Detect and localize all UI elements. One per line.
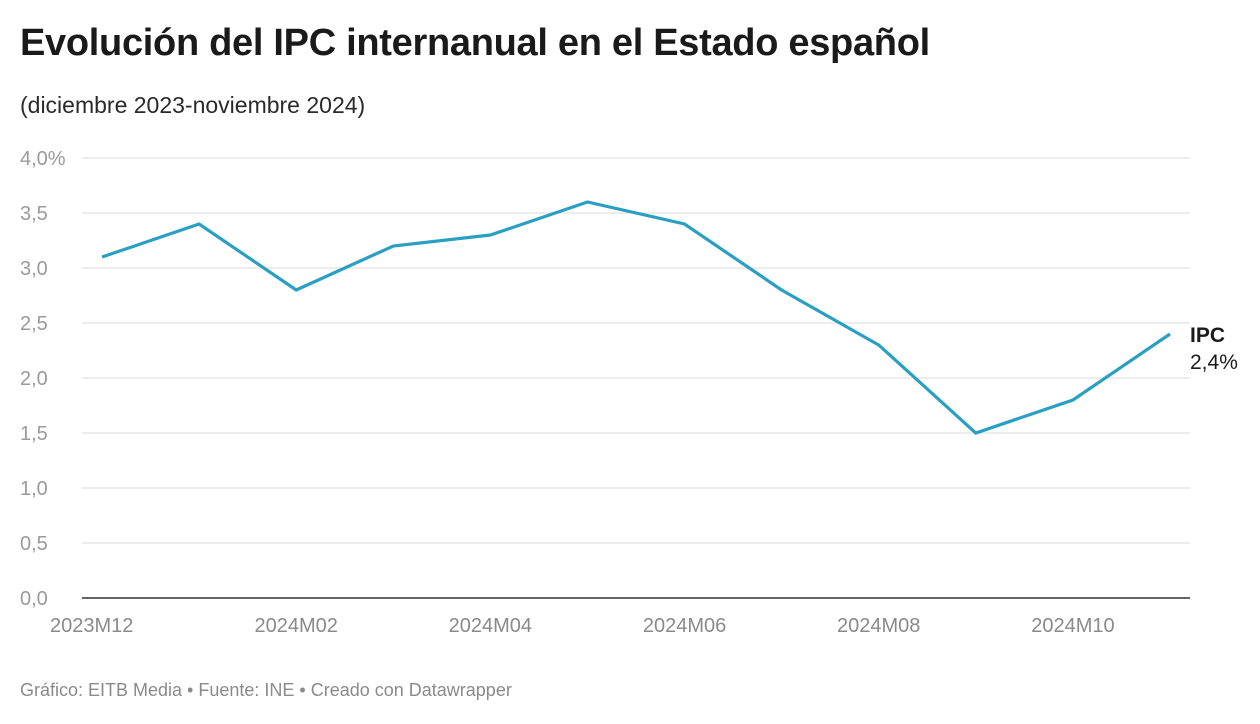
series-line-ipc [101,200,1171,435]
y-tick-labels: 0,0 0,5 1,0 1,5 2,0 2,5 3,0 3,5 4,0% [20,148,66,610]
x-tick-label: 2024M02 [254,615,337,637]
x-tick-label: 2024M08 [837,615,920,637]
y-tick-label: 0,0 [20,588,48,610]
gridlines [82,157,1190,544]
chart-title: Evolución del IPC internanual en el Esta… [20,22,930,64]
x-tick-label: 2024M04 [449,615,532,637]
y-tick-label: 3,5 [20,203,48,225]
y-tick-label: 2,5 [20,313,48,335]
y-tick-label: 1,0 [20,478,48,500]
series-end-value: 2,4% [1190,351,1238,374]
chart-footer: Gráfico: EITB Media • Fuente: INE • Crea… [20,680,512,700]
y-tick-label: 3,0 [20,258,48,280]
x-tick-label: 2024M10 [1031,615,1114,637]
y-tick-label: 0,5 [20,533,48,555]
x-tick-label: 2023M12 [50,615,133,637]
x-tick-labels: 2023M12 2024M02 2024M04 2024M06 2024M08 2024M… [50,615,1115,637]
y-tick-label: 2,0 [20,368,48,390]
chart-subtitle: (diciembre 2023-noviembre 2024) [20,92,366,118]
x-tick-label: 2024M06 [643,615,726,637]
y-tick-label: 4,0% [20,148,66,170]
series-end-label: IPC [1190,324,1225,347]
y-tick-label: 1,5 [20,423,48,445]
